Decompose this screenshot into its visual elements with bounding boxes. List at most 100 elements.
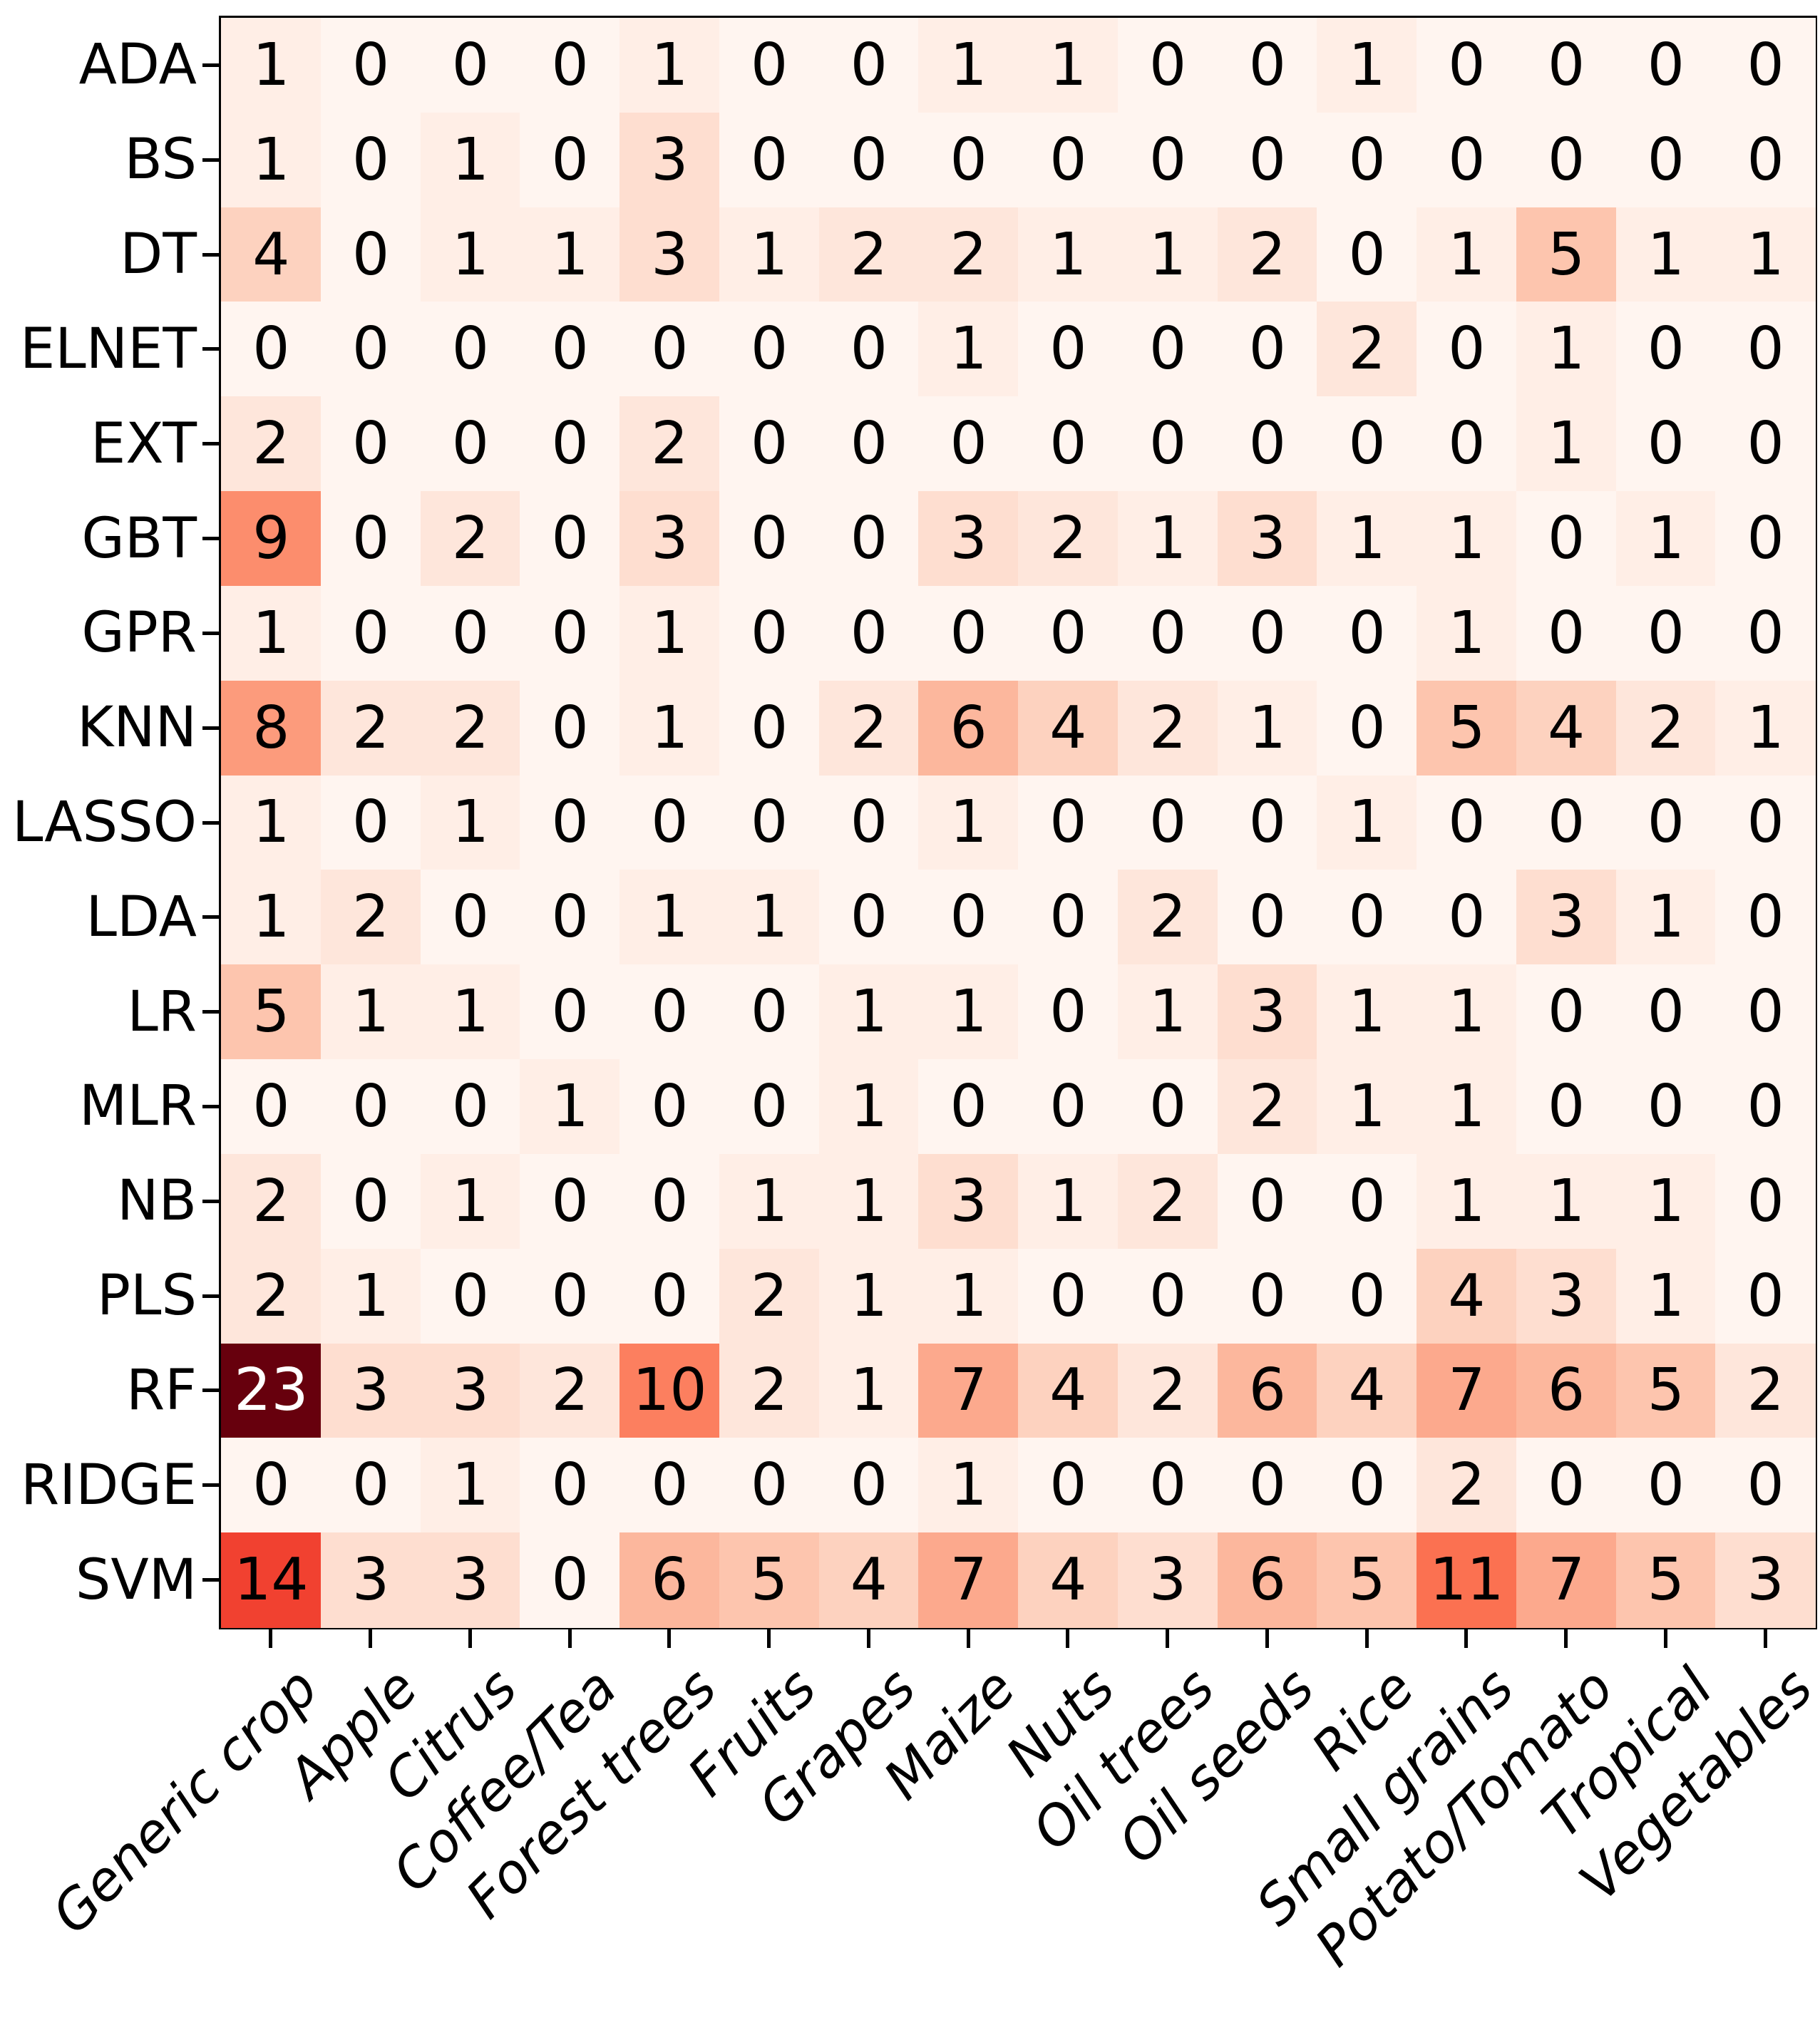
heatmap-cell: 3 xyxy=(1217,964,1318,1061)
heatmap-cell: 0 xyxy=(420,1059,521,1155)
heatmap-cell: 1 xyxy=(420,1438,521,1534)
y-tick-label: KNN xyxy=(77,696,197,761)
heatmap-cell: 0 xyxy=(719,302,820,398)
heatmap-cell: 1 xyxy=(1615,1153,1717,1249)
heatmap-cell: 4 xyxy=(221,207,322,303)
y-tick-label: DT xyxy=(120,222,197,287)
heatmap-cell: 1 xyxy=(1615,207,1717,303)
heatmap-cell: 0 xyxy=(1516,1059,1617,1155)
heatmap-cell: 1 xyxy=(520,207,620,303)
heatmap-cell: 7 xyxy=(1516,1532,1617,1628)
heatmap-cell: 2 xyxy=(918,207,1019,303)
heatmap-cell: 1 xyxy=(1317,491,1417,587)
y-tick-mark xyxy=(202,1483,221,1488)
heatmap-cell: 0 xyxy=(1317,396,1417,493)
x-tick-mark xyxy=(667,1629,672,1648)
heatmap-cell: 6 xyxy=(1217,1343,1318,1439)
heatmap-cell: 2 xyxy=(221,1153,322,1249)
heatmap-cell: 0 xyxy=(619,302,720,398)
heatmap-cell: 0 xyxy=(918,396,1019,493)
heatmap-cell: 0 xyxy=(1615,585,1717,681)
heatmap-cell: 0 xyxy=(1516,585,1617,681)
heatmap-cell: 0 xyxy=(818,18,920,113)
heatmap-cell: 0 xyxy=(320,18,421,113)
heatmap-cell: 0 xyxy=(420,870,521,966)
x-tick-mark xyxy=(269,1629,273,1648)
heatmap-cell: 4 xyxy=(1516,680,1617,776)
heatmap-cell: 3 xyxy=(619,491,720,587)
heatmap-cell: 1 xyxy=(818,1248,920,1344)
heatmap-cell: 1 xyxy=(818,1343,920,1439)
heatmap-cell: 0 xyxy=(1117,18,1218,113)
heatmap-cell: 9 xyxy=(221,491,322,587)
heatmap-cell: 0 xyxy=(1715,1438,1816,1534)
heatmap-cell: 0 xyxy=(1615,396,1717,493)
heatmap-cell: 1 xyxy=(719,1153,820,1249)
heatmap-cell: 7 xyxy=(918,1532,1019,1628)
heatmap-cell: 2 xyxy=(1317,302,1417,398)
heatmap-cell: 10 xyxy=(619,1343,720,1439)
heatmap-cell: 2 xyxy=(1117,870,1218,966)
heatmap-cell: 3 xyxy=(320,1343,421,1439)
heatmap-cell: 3 xyxy=(619,207,720,303)
heatmap-cell: 1 xyxy=(420,112,521,208)
heatmap-cell: 4 xyxy=(1018,1532,1119,1628)
heatmap-cell: 0 xyxy=(1615,775,1717,871)
heatmap-cell: 0 xyxy=(221,1059,322,1155)
heatmap-cell: 2 xyxy=(619,396,720,493)
heatmap-cell: 0 xyxy=(818,585,920,681)
heatmap-cell: 2 xyxy=(1715,1343,1816,1439)
heatmap-cell: 0 xyxy=(818,302,920,398)
x-tick-mark xyxy=(1763,1629,1767,1648)
heatmap-cell: 1 xyxy=(1615,1248,1717,1344)
heatmap-cell: 0 xyxy=(1516,491,1617,587)
heatmap-cell: 2 xyxy=(1417,1438,1517,1534)
x-tick-mark xyxy=(1663,1629,1667,1648)
heatmap-cell: 0 xyxy=(520,491,620,587)
heatmap-cell: 1 xyxy=(221,112,322,208)
heatmap-cell: 0 xyxy=(1117,1059,1218,1155)
heatmap-cell: 1 xyxy=(619,585,720,681)
heatmap-cell: 0 xyxy=(1317,870,1417,966)
heatmap-cell: 1 xyxy=(1018,18,1119,113)
heatmap-cell: 0 xyxy=(1018,585,1119,681)
heatmap-cell: 0 xyxy=(719,396,820,493)
heatmap-cell: 2 xyxy=(320,870,421,966)
heatmap-cell: 0 xyxy=(1615,1059,1717,1155)
heatmap-cell: 1 xyxy=(918,18,1019,113)
heatmap-cell: 3 xyxy=(1516,1248,1617,1344)
heatmap-cell: 1 xyxy=(619,680,720,776)
heatmap-cell: 3 xyxy=(1217,491,1318,587)
heatmap-cell: 0 xyxy=(818,775,920,871)
heatmap-cell: 0 xyxy=(1217,112,1318,208)
heatmap-cell: 0 xyxy=(1217,18,1318,113)
heatmap-cell: 2 xyxy=(1117,1343,1218,1439)
heatmap-cell: 0 xyxy=(1217,585,1318,681)
y-tick-label: LASSO xyxy=(11,790,197,855)
y-tick-mark xyxy=(202,726,221,730)
heatmap-cell: 0 xyxy=(1217,775,1318,871)
heatmap-cell: 3 xyxy=(619,112,720,208)
heatmap-cell: 2 xyxy=(1018,491,1119,587)
heatmap-cell: 3 xyxy=(918,1153,1019,1249)
heatmap-cell: 4 xyxy=(818,1532,920,1628)
heatmap-cell: 0 xyxy=(719,680,820,776)
heatmap-cell: 5 xyxy=(1317,1532,1417,1628)
y-tick-mark xyxy=(202,631,221,635)
heatmap-cell: 0 xyxy=(1018,396,1119,493)
heatmap-cell: 6 xyxy=(1217,1532,1318,1628)
heatmap-cell: 1 xyxy=(1317,964,1417,1061)
x-tick-mark xyxy=(767,1629,771,1648)
heatmap-cell: 1 xyxy=(420,207,521,303)
heatmap-cell: 0 xyxy=(1715,775,1816,871)
y-tick-mark xyxy=(202,1578,221,1582)
x-tick-mark xyxy=(468,1629,472,1648)
heatmap-cell: 2 xyxy=(719,1248,820,1344)
heatmap-cell: 0 xyxy=(1417,396,1517,493)
y-tick-label: ELNET xyxy=(19,316,197,381)
heatmap-cell: 1 xyxy=(918,964,1019,1061)
heatmap-cell: 23 xyxy=(221,1343,322,1439)
x-tick-mark xyxy=(966,1629,970,1648)
